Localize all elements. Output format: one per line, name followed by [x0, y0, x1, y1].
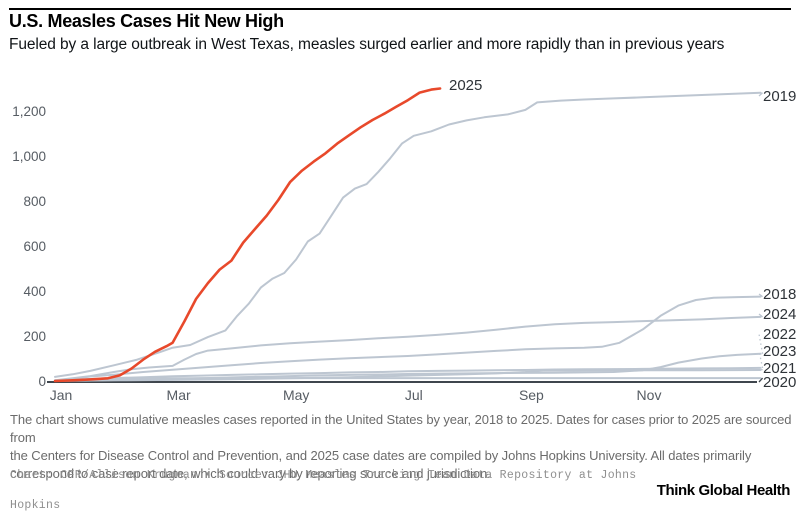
series-leader-2020 [758, 377, 764, 383]
measles-cumulative-line-chart: 0 200 400 600 800 1,000 1,200 Jan Mar May Jul Sep No… [12, 77, 796, 403]
series-label-2018: 2018 [763, 286, 796, 303]
x-axis-tick-label: Jul [405, 387, 423, 403]
x-axis-tick-label: Nov [637, 387, 662, 403]
series-line-2019 [54, 91, 762, 378]
footnote-line: The chart shows cumulative measles cases… [10, 412, 792, 445]
x-axis-tick-label: Jan [50, 387, 73, 403]
series-line-2018 [54, 295, 762, 382]
series-line-2024 [54, 315, 762, 382]
footnote-line: the Centers for Disease Control and Prev… [10, 448, 752, 463]
chart-footnote: The chart shows cumulative measles cases… [10, 411, 800, 483]
series-leader-2019 [758, 92, 764, 97]
credit-line: Chart: CFR/Allison Krugman • Source: JHU… [10, 469, 637, 512]
chart-title: U.S. Measles Cases Hit New High [9, 11, 284, 31]
y-axis-tick-label: 800 [23, 194, 46, 209]
series-label-2020: 2020 [763, 374, 796, 391]
series-leader-2024 [758, 313, 764, 318]
series-leader-2023 [758, 350, 764, 369]
series-label-2021: 2021 [763, 360, 796, 377]
chart-credit-source: Chart: CFR/Allison Krugman • Source: JHU… [10, 461, 680, 524]
y-axis-tick-label: 600 [23, 239, 46, 254]
y-axis-tick-label: 200 [23, 329, 46, 344]
footnote-line: correspond to case report date, which co… [10, 466, 491, 481]
series-leader-2021 [758, 367, 763, 371]
top-rule [9, 8, 791, 10]
series-leader-2022 [758, 333, 764, 354]
think-global-health-logo: Think Global Health [656, 482, 791, 499]
y-axis-tick-label: 400 [23, 284, 46, 299]
chart-subtitle: Fueled by a large outbreak in West Texas… [9, 36, 725, 53]
series-line-2023 [54, 366, 762, 382]
series-leader-2018 [758, 293, 763, 298]
series-label-2024: 2024 [763, 306, 796, 323]
series-line-2022 [54, 352, 762, 382]
series-line-2025 [53, 87, 442, 383]
series-label-2025: 2025 [449, 77, 482, 94]
series-label-2022: 2022 [763, 326, 796, 343]
series-label-2019: 2019 [763, 88, 796, 105]
y-axis-tick-label: 1,200 [12, 104, 46, 119]
y-axis-tick-label: 0 [38, 374, 46, 389]
y-axis-tick-label: 1,000 [12, 149, 46, 164]
x-axis-tick-label: May [283, 387, 309, 403]
series-label-2023: 2023 [763, 343, 796, 360]
x-axis-tick-label: Mar [167, 387, 191, 403]
x-axis-tick-label: Sep [519, 387, 544, 403]
